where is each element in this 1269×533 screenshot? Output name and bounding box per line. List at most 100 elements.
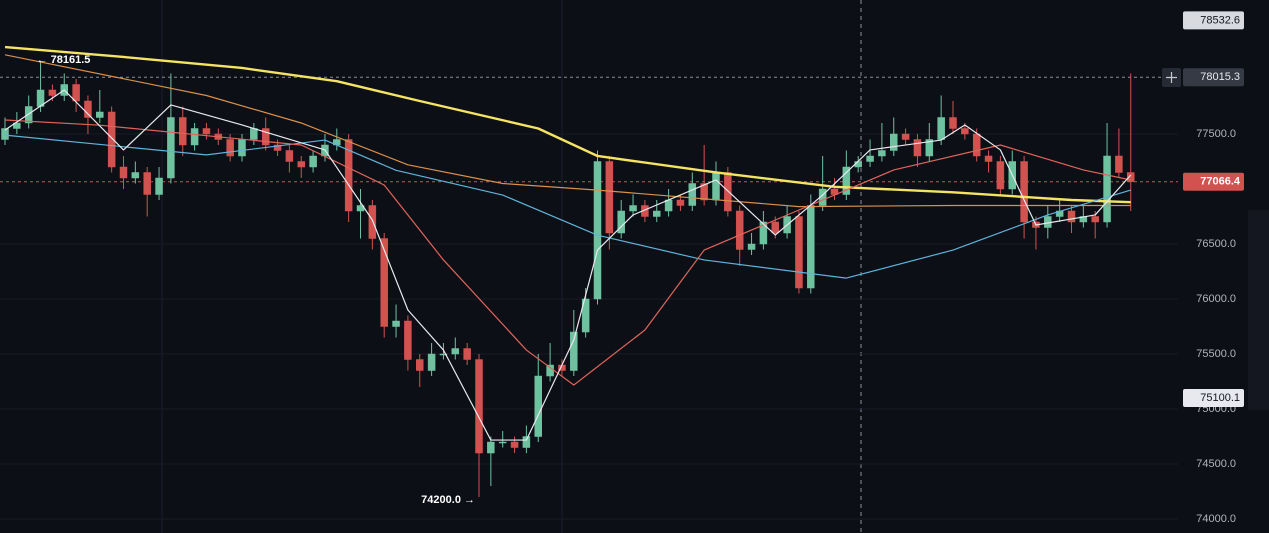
candle-body <box>427 353 436 371</box>
candle-body <box>949 117 957 129</box>
candle-body <box>131 172 140 179</box>
candle-body <box>463 348 471 360</box>
candle-body <box>522 436 531 448</box>
candle-body <box>84 100 92 118</box>
candle-body <box>581 298 590 333</box>
y-tick-label: 76000.0 <box>1196 293 1236 305</box>
candle-body <box>416 359 424 371</box>
candle-body <box>700 183 708 201</box>
candle-body <box>1067 210 1076 223</box>
candle-body <box>617 210 625 234</box>
candle-body <box>368 205 377 239</box>
candle-body <box>309 155 317 168</box>
candle-body <box>297 161 305 168</box>
ma-line <box>4 119 1131 386</box>
candle-body <box>712 172 720 201</box>
ma-line <box>4 45 1131 204</box>
candle-body <box>238 139 246 157</box>
candle-body <box>878 150 886 157</box>
candle-body <box>747 243 756 250</box>
candle-body <box>1020 161 1028 223</box>
candle-body <box>807 205 815 289</box>
candle-body <box>344 139 353 212</box>
candle-body <box>925 139 934 157</box>
price-label-box <box>1183 11 1244 30</box>
candle-body <box>1 128 9 140</box>
candle-body <box>273 144 282 151</box>
candle-body <box>890 133 898 151</box>
ma-line <box>4 89 1132 441</box>
candle-body <box>392 320 400 327</box>
candle-body <box>119 166 128 179</box>
candle-body <box>190 128 199 146</box>
candle-body <box>546 364 554 377</box>
candle-body <box>155 177 163 195</box>
candle-body <box>451 348 460 355</box>
candle-body <box>937 117 945 140</box>
price-label-box <box>1183 172 1244 191</box>
candle-body <box>1091 216 1099 223</box>
y-tick-label: 76500.0 <box>1196 238 1236 250</box>
candle-body <box>107 111 116 168</box>
candle-body <box>984 155 993 162</box>
candle-body <box>534 375 542 437</box>
price-axis <box>1178 0 1248 533</box>
candle-body <box>13 122 21 129</box>
candle-body <box>487 441 495 454</box>
candle-body <box>96 111 104 118</box>
candle-body <box>961 128 969 135</box>
extreme-label: 74200.0 → <box>421 494 475 506</box>
candle-body <box>901 133 910 140</box>
candle-body <box>250 128 258 140</box>
candle-body <box>179 117 187 146</box>
y-tick-label: 74500.0 <box>1196 458 1236 470</box>
candle-body <box>1115 155 1123 173</box>
candle-body <box>226 139 234 157</box>
candle-body <box>759 221 768 245</box>
candle-body <box>866 155 874 162</box>
candle-body <box>771 221 779 234</box>
candle-body <box>510 441 519 448</box>
candle-body <box>842 166 851 195</box>
price-label: 77066.4 <box>1200 176 1241 188</box>
side-panel <box>1248 210 1269 410</box>
extreme-label: ← 78161.5 <box>37 54 91 66</box>
price-label-box <box>1183 68 1244 87</box>
candle-body <box>439 353 448 356</box>
candle-body <box>653 210 661 217</box>
candle-body <box>285 150 294 162</box>
candle-body <box>72 84 80 102</box>
candle-body <box>972 133 981 157</box>
candle-body <box>913 139 922 157</box>
candle-body <box>795 216 803 289</box>
price-label-box <box>1183 389 1244 408</box>
candle-body <box>593 161 602 300</box>
candle-body <box>143 172 151 195</box>
candle-body <box>629 205 637 212</box>
candle-body <box>688 183 697 206</box>
candle-body <box>202 128 211 135</box>
candle-body <box>48 89 57 96</box>
candle-body <box>498 441 507 444</box>
candle-body <box>167 117 175 179</box>
candle-body <box>380 238 388 327</box>
candle-body <box>261 128 270 146</box>
y-tick-label: 77500.0 <box>1196 128 1236 140</box>
y-tick-label: 74000.0 <box>1196 513 1236 525</box>
y-tick-label: 75500.0 <box>1196 348 1236 360</box>
ma-line <box>4 54 1131 208</box>
candle-body <box>605 161 614 234</box>
price-label: 78532.6 <box>1200 14 1240 26</box>
price-label: 75100.1 <box>1200 392 1240 404</box>
price-label: 78015.3 <box>1200 71 1240 83</box>
candle-body <box>735 210 744 250</box>
candle-body <box>1103 155 1111 223</box>
candle-body <box>404 320 412 360</box>
plus-icon <box>1166 72 1177 83</box>
candle-body <box>676 199 685 206</box>
candle-body <box>475 359 483 454</box>
candle-body <box>570 331 578 371</box>
ma-line <box>4 134 1131 279</box>
